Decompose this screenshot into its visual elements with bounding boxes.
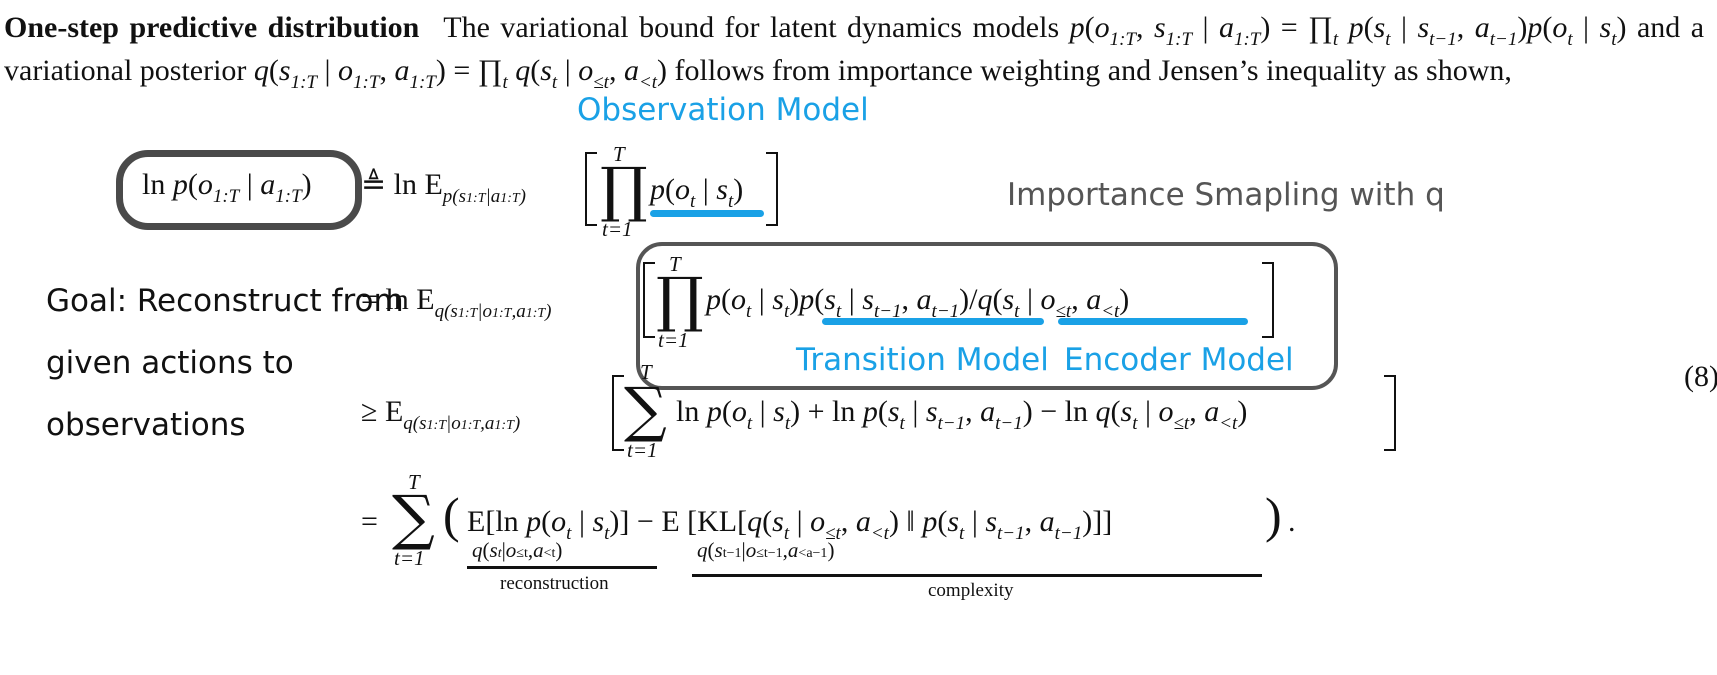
paragraph: One-step predictive distribution The var… bbox=[4, 8, 1704, 94]
eq-line-3-term: ln p(ot | st) + ln p(st | st−1, at−1) − … bbox=[676, 395, 1248, 434]
eq-line-3-sum: ∑ bbox=[624, 375, 667, 445]
paragraph-text-3: follows from importance weighting and Je… bbox=[674, 54, 1512, 87]
transition-underline bbox=[822, 318, 1044, 325]
eq-line-4-upper-limit: T bbox=[408, 470, 420, 494]
formula-joint: p(o1:T, s1:T | a1:T) = ∏t p(st | st−1, a… bbox=[1069, 11, 1627, 50]
eq-line-4-period: . bbox=[1288, 505, 1296, 538]
eq-line-1-rhs-prefix: ≜ ln Ep(s1:T|a1:T) bbox=[361, 168, 526, 207]
eq-line-1-lower-limit: t=1 bbox=[602, 217, 633, 241]
importance-sampling-label: Importance Smapling with q bbox=[1007, 177, 1445, 213]
eq-line-2-lower-limit: t=1 bbox=[658, 328, 689, 352]
eq-line-2-term: p(ot | st)p(st | st−1, at−1)/q(st | o≤t,… bbox=[706, 283, 1130, 322]
complexity-brace bbox=[692, 574, 1262, 577]
eq-line-1-term: p(ot | st) bbox=[650, 173, 744, 212]
encoder-underline bbox=[1058, 318, 1248, 325]
observation-underline bbox=[650, 210, 764, 217]
eq-line-3-prefix: ≥ Eq(s1:T|o1:T,a1:T) bbox=[361, 395, 521, 434]
eq-line-1-bracket-right bbox=[766, 152, 778, 226]
encoder-model-label: Encoder Model bbox=[1064, 342, 1294, 378]
eq-line-2-bracket-left bbox=[643, 262, 655, 338]
eq-line-2-bracket-right bbox=[1262, 262, 1274, 338]
eq-line-2-upper-limit: T bbox=[669, 252, 681, 276]
eq-line-4-lower-limit: t=1 bbox=[394, 546, 425, 570]
goal-label: Goal: Reconstruct from given actions to … bbox=[46, 283, 404, 443]
eq-line-1-upper-limit: T bbox=[613, 142, 625, 166]
eq-line-3-lower-limit: t=1 bbox=[627, 438, 658, 462]
eq-line-3-bracket-right bbox=[1384, 375, 1396, 451]
eq-line-4-reconstruction-subscript: q(st|o≤t,a<t) bbox=[472, 538, 563, 562]
target-highlight-box bbox=[116, 150, 362, 230]
formula-posterior: q(s1:T | o1:T, a1:T) = ∏t q(st | o≤t, a<… bbox=[253, 54, 668, 93]
eq-line-3-bracket-left bbox=[612, 375, 624, 451]
complexity-label: complexity bbox=[928, 580, 1014, 601]
eq-line-2-product: ∏ bbox=[656, 265, 704, 335]
paragraph-heading: One-step predictive distribution bbox=[4, 11, 420, 44]
eq-line-4-paren-right: ) bbox=[1265, 487, 1282, 543]
transition-model-label: Transition Model bbox=[796, 342, 1049, 378]
paragraph-text-1: The variational bound for latent dynamic… bbox=[443, 11, 1060, 44]
paragraph-text-2: and a variational posterior bbox=[4, 11, 1705, 87]
eq-line-4-complexity-subscript: q(st−1|o≤t−1,a<a−1) bbox=[697, 538, 835, 562]
reconstruction-label: reconstruction bbox=[500, 573, 609, 594]
eq-line-4-prefix: = bbox=[361, 505, 378, 538]
eq-line-4-paren-left: ( bbox=[443, 487, 460, 543]
eq-line-1-lhs: ln p(o1:T | a1:T) bbox=[142, 168, 312, 207]
eq-line-1-product: ∏ bbox=[600, 155, 648, 225]
eq-line-2-prefix: = ln Eq(s1:T|o1:T,a1:T) bbox=[361, 283, 552, 322]
observation-model-label: Observation Model bbox=[577, 92, 869, 128]
importance-weight-box bbox=[636, 242, 1338, 390]
reconstruction-brace bbox=[467, 566, 657, 569]
eq-line-3-upper-limit: T bbox=[640, 360, 652, 384]
eq-line-4-reconstruction-term: E[ln p(ot | st)] − E [KL[q(st | o≤t, a<t… bbox=[467, 505, 1113, 544]
eq-line-4-sum: ∑ bbox=[392, 483, 435, 553]
eq-line-1-bracket-left bbox=[585, 152, 597, 226]
equation-number: (8) bbox=[1684, 360, 1717, 393]
